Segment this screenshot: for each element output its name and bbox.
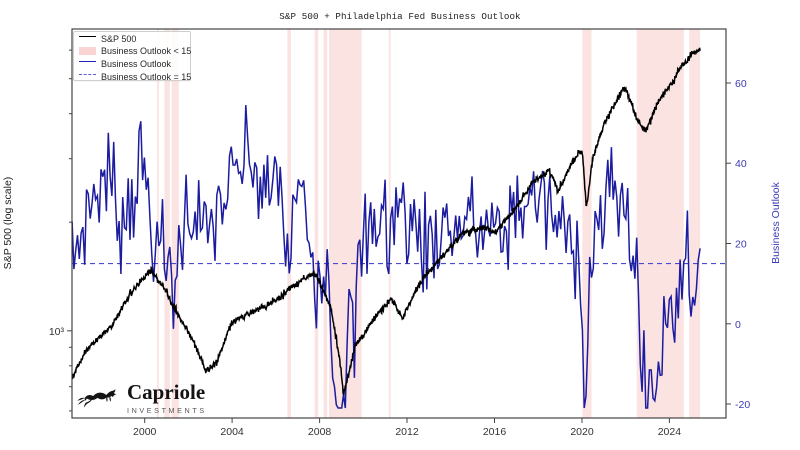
svg-text:2020: 2020 (570, 426, 594, 438)
svg-text:10³: 10³ (49, 326, 65, 338)
svg-text:-20: -20 (735, 399, 750, 411)
svg-text:2000: 2000 (133, 426, 157, 438)
svg-text:40: 40 (735, 158, 747, 170)
svg-text:2016: 2016 (483, 426, 507, 438)
svg-text:20: 20 (735, 239, 747, 251)
svg-text:2024: 2024 (658, 426, 682, 438)
svg-text:0: 0 (735, 319, 741, 331)
svg-text:2012: 2012 (395, 426, 419, 438)
svg-text:60: 60 (735, 78, 747, 90)
svg-text:2008: 2008 (308, 426, 332, 438)
svg-text:2004: 2004 (220, 426, 244, 438)
